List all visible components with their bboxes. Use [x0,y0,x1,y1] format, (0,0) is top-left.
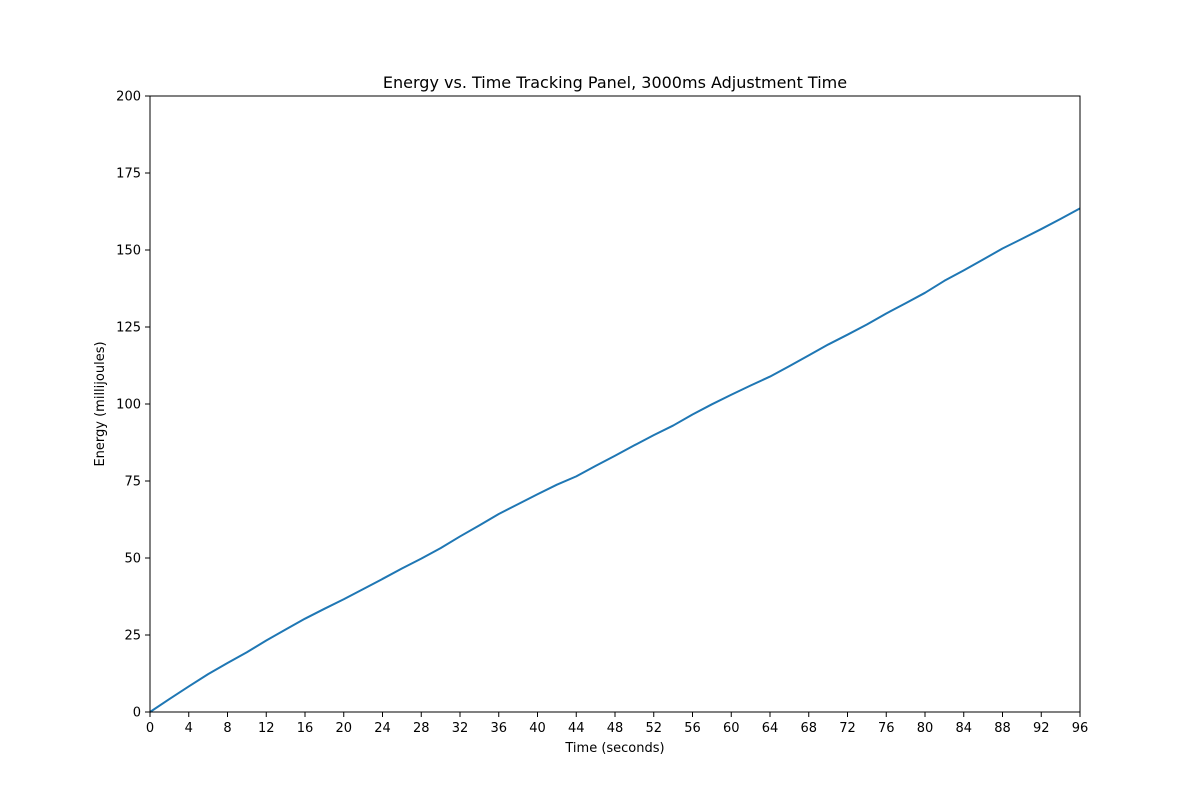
x-tick-label: 40 [529,721,546,736]
x-tick-label: 68 [800,721,817,736]
x-tick-label: 72 [839,721,856,736]
x-axis-ticks: 0 4 8 12 16 20 24 28 32 36 40 44 48 52 56 60 64 68 72 76 80 8… [146,712,1088,736]
y-axis-label: Energy (millijoules) [93,341,108,466]
x-tick-label: 4 [185,721,193,736]
x-tick-label: 84 [955,721,972,736]
x-tick-label: 60 [723,721,740,736]
x-tick-label: 28 [413,721,430,736]
x-tick-label: 52 [645,721,662,736]
x-tick-label: 48 [607,721,624,736]
x-tick-label: 32 [452,721,469,736]
x-tick-label: 8 [223,721,231,736]
y-tick-label: 0 [133,706,141,721]
chart-title: Energy vs. Time Tracking Panel, 3000ms A… [383,73,847,92]
x-tick-label: 24 [374,721,391,736]
y-tick-label: 50 [124,552,141,567]
energy-series-line [149,207,1081,713]
x-tick-label: 64 [762,721,779,736]
x-tick-label: 44 [568,721,585,736]
x-tick-label: 92 [1033,721,1050,736]
y-tick-label: 175 [116,167,141,182]
x-tick-label: 76 [878,721,895,736]
x-tick-label: 20 [335,721,352,736]
x-tick-label: 12 [258,721,275,736]
x-tick-label: 80 [917,721,934,736]
x-axis-label: Time (seconds) [564,741,664,756]
x-tick-label: 16 [297,721,314,736]
x-tick-label: 36 [490,721,507,736]
x-tick-label: 0 [146,721,154,736]
plot-area-frame [149,95,1081,713]
y-tick-label: 150 [116,244,141,259]
x-tick-label: 96 [1072,721,1089,736]
y-tick-label: 125 [116,321,141,336]
x-tick-label: 88 [994,721,1011,736]
y-axis-ticks: 0 25 50 75 100 125 150 175 200 [116,90,150,721]
x-tick-label: 56 [684,721,701,736]
y-tick-label: 75 [124,475,141,490]
y-tick-label: 200 [116,90,141,105]
y-tick-label: 25 [124,629,141,644]
y-tick-label: 100 [116,398,141,413]
